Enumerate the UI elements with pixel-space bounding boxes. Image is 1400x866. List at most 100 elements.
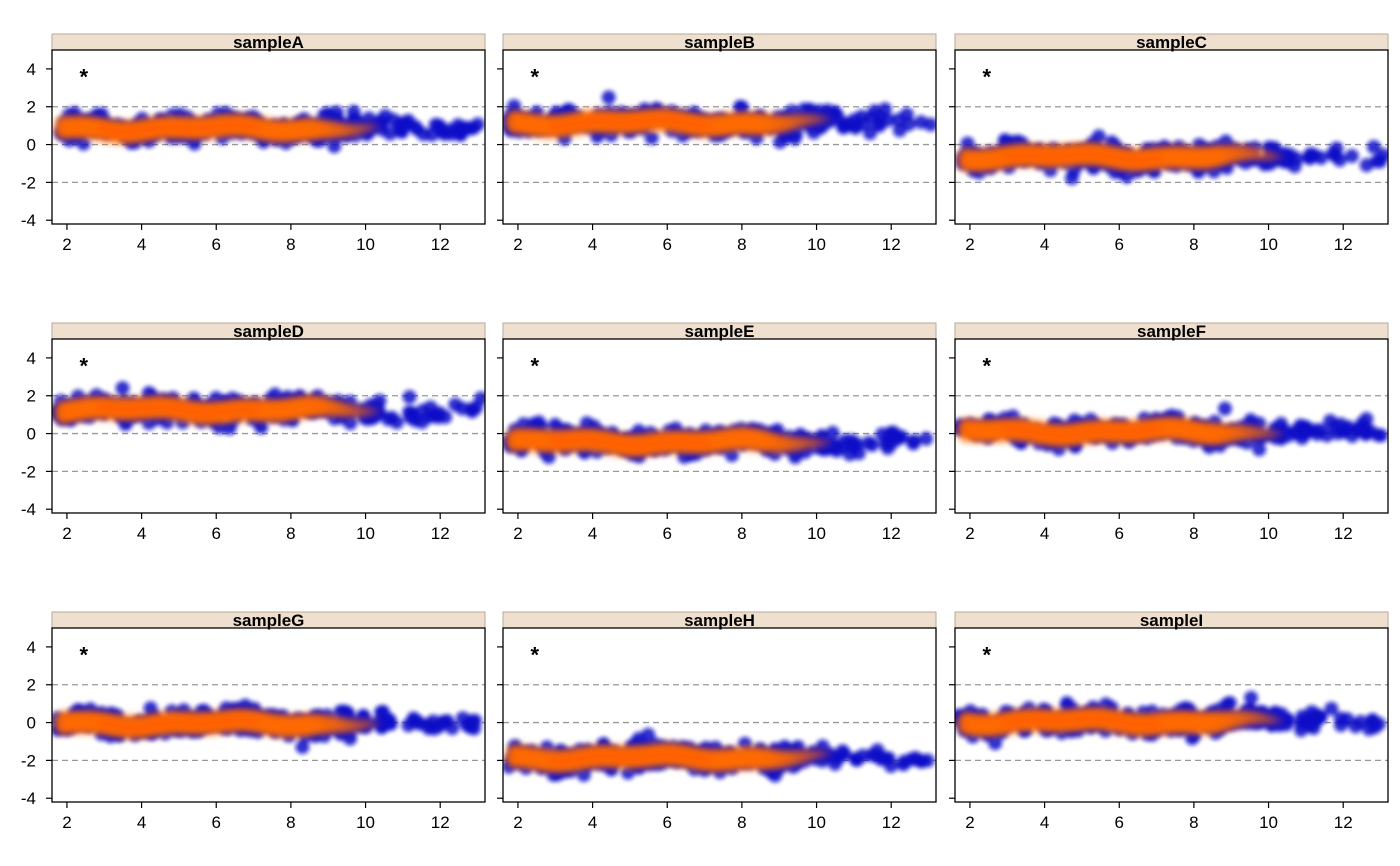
y-tick-label: -4 (21, 789, 36, 808)
data-point (875, 427, 890, 442)
y-tick-label: 2 (27, 676, 36, 695)
x-tick-label: 4 (137, 524, 146, 543)
x-tick-label: 2 (62, 235, 71, 254)
density-peak (1149, 719, 1164, 728)
panel-marker: * (79, 354, 88, 379)
plot-area (955, 684, 1388, 762)
panel-sampleD: sampleD * -4 -2 0 2 4 2 4 6 8 10 12 (21, 322, 486, 543)
plot-area (52, 381, 485, 473)
x-tick-label: 6 (1115, 235, 1124, 254)
x-tick-label: 12 (1334, 524, 1353, 543)
panel-title: sampleD (233, 322, 304, 341)
panel-sampleC: sampleC * 2 4 6 8 10 12 (949, 33, 1389, 254)
plot-area (52, 104, 485, 184)
data-point (840, 118, 855, 133)
x-tick-label: 2 (62, 524, 71, 543)
panel-border (51, 627, 486, 803)
x-tick-label: 8 (1189, 813, 1198, 832)
x-tick-label: 4 (588, 524, 597, 543)
panel-marker: * (79, 643, 88, 668)
x-tick-label: 4 (588, 813, 597, 832)
density-core-blob (814, 437, 833, 449)
data-point (1336, 424, 1351, 439)
panel-sampleE: sampleE * 2 4 6 8 10 12 (497, 322, 937, 543)
data-point (861, 435, 876, 450)
density-core (54, 708, 382, 740)
y-tick-label: -2 (21, 751, 36, 770)
data-point (374, 705, 389, 720)
data-point (644, 130, 659, 145)
data-point (378, 108, 393, 123)
x-tick-label: 10 (356, 235, 375, 254)
density-core-blob (814, 748, 833, 759)
y-tick-label: 2 (27, 387, 36, 406)
x-tick-label: 2 (513, 235, 522, 254)
density-core (957, 416, 1285, 448)
data-point (1286, 424, 1301, 439)
x-tick-label: 12 (1334, 235, 1353, 254)
density-peak (246, 123, 261, 132)
density-core-blob (814, 114, 833, 125)
x-tick-label: 6 (663, 813, 672, 832)
x-tick-label: 4 (1040, 524, 1049, 543)
panel-sampleH: sampleH * 2 4 6 8 10 12 (497, 611, 937, 832)
data-point (1324, 701, 1339, 716)
data-point (733, 99, 748, 114)
density-peak (246, 717, 261, 726)
data-point (1301, 424, 1316, 439)
plot-area (503, 395, 936, 473)
panel-sampleB: sampleB * 2 4 6 8 10 12 (497, 33, 937, 254)
panel-marker: * (530, 354, 539, 379)
data-point (870, 743, 885, 758)
y-tick-label: -4 (21, 500, 36, 519)
data-point (851, 446, 866, 461)
data-point (401, 113, 416, 128)
data-point (1323, 413, 1338, 428)
panel-title: sampleC (1136, 33, 1207, 52)
y-tick-label: 4 (27, 638, 36, 657)
density-core (505, 107, 833, 139)
data-point (1066, 163, 1081, 178)
panel-border (954, 338, 1389, 514)
data-point (919, 431, 934, 446)
x-tick-label: 8 (1189, 524, 1198, 543)
data-point (724, 448, 739, 463)
density-core (505, 742, 833, 774)
y-tick-label: -4 (21, 211, 36, 230)
x-tick-label: 4 (137, 813, 146, 832)
data-point (1185, 731, 1200, 746)
y-tick-label: 0 (27, 714, 36, 733)
data-point (997, 133, 1012, 148)
density-peak (697, 755, 712, 764)
x-tick-label: 2 (62, 813, 71, 832)
panel-sampleG: sampleG * -4 -2 0 2 4 2 4 6 8 10 12 (21, 611, 486, 832)
data-point (825, 425, 840, 440)
x-tick-label: 6 (663, 524, 672, 543)
x-tick-label: 6 (663, 235, 672, 254)
x-tick-label: 8 (1189, 235, 1198, 254)
x-tick-label: 8 (737, 813, 746, 832)
data-point (336, 704, 351, 719)
panel-border (51, 49, 486, 225)
x-tick-label: 6 (212, 235, 221, 254)
panel-marker: * (982, 643, 991, 668)
x-tick-label: 6 (212, 813, 221, 832)
data-point (402, 390, 417, 405)
density-core (505, 426, 833, 458)
data-point (384, 410, 399, 425)
x-tick-label: 6 (1115, 524, 1124, 543)
data-point (448, 397, 463, 412)
data-point (426, 714, 441, 729)
density-core-blob (1266, 428, 1285, 440)
x-tick-label: 6 (1115, 813, 1124, 832)
data-point (1374, 428, 1388, 443)
data-point (406, 714, 421, 729)
x-tick-label: 4 (1040, 813, 1049, 832)
x-tick-label: 4 (137, 235, 146, 254)
data-point (892, 123, 907, 138)
x-tick-label: 10 (1259, 813, 1278, 832)
data-point (1302, 151, 1317, 166)
data-point (115, 381, 130, 396)
density-core-blob (363, 121, 382, 132)
